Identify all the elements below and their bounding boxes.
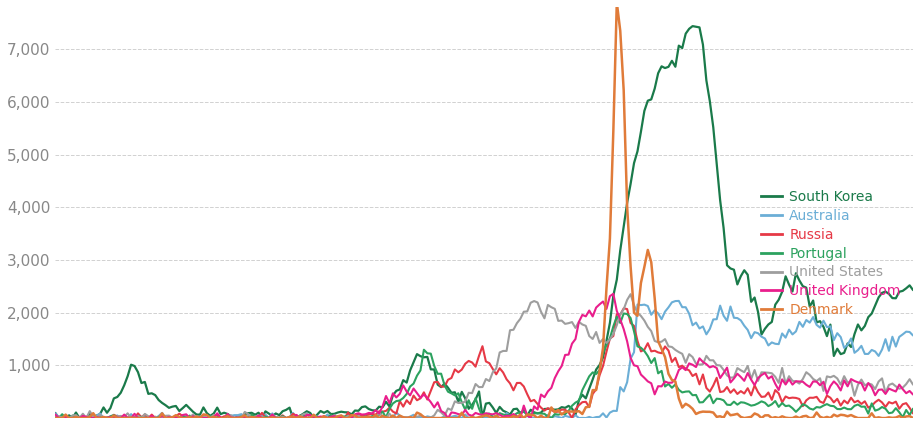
Legend: South Korea, Australia, Russia, Portugal, United States, United Kingdom, Denmark: South Korea, Australia, Russia, Portugal… xyxy=(755,184,905,323)
